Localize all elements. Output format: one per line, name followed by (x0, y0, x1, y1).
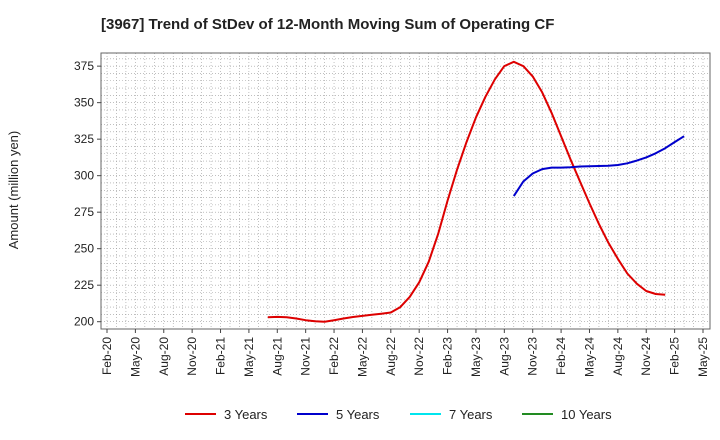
x-tick-label: May-20 (128, 337, 142, 377)
series-lines (267, 60, 685, 323)
legend: 3 Years 5 Years 7 Years 10 Years (185, 407, 612, 422)
x-tick-label: Aug-21 (270, 337, 284, 376)
x-axis-ticks: Feb-20 May-20 Aug-20 Nov-20 Feb-21 May-21 Aug-… (100, 329, 710, 377)
chart-title: [3967] Trend of StDev of 12-Month Moving… (101, 16, 554, 33)
x-tick-label: Nov-24 (639, 337, 653, 376)
x-tick-label: Aug-20 (157, 337, 171, 376)
legend-label: 7 Years (449, 407, 493, 422)
x-tick-label: May-23 (469, 337, 483, 377)
grid (101, 53, 710, 329)
plot-area-frame (100, 52, 711, 330)
legend-label: 10 Years (561, 407, 612, 422)
x-tick-label: Feb-22 (327, 337, 341, 375)
x-tick-label: Nov-21 (299, 337, 313, 376)
y-tick-label: 200 (74, 315, 94, 329)
x-tick-label: Nov-22 (412, 337, 426, 376)
y-axis-label: Amount (million yen) (6, 131, 21, 250)
x-tick-label: Feb-21 (214, 337, 228, 375)
x-tick-label: Feb-25 (668, 337, 682, 375)
x-tick-label: May-21 (242, 337, 256, 377)
legend-label: 5 Years (336, 407, 380, 422)
y-tick-label: 300 (74, 169, 94, 183)
legend-item: 3 Years (185, 407, 268, 422)
x-tick-label: May-24 (582, 337, 596, 377)
legend-item: 5 Years (297, 407, 380, 422)
x-tick-label: Nov-20 (185, 337, 199, 376)
y-tick-label: 225 (74, 278, 94, 292)
series-line-3-years (267, 60, 666, 323)
legend-item: 10 Years (522, 407, 612, 422)
x-tick-label: Aug-23 (497, 337, 511, 376)
legend-label: 3 Years (224, 407, 268, 422)
x-tick-label: Feb-23 (441, 337, 455, 375)
x-tick-label: Aug-24 (611, 337, 625, 376)
x-tick-label: Nov-23 (526, 337, 540, 376)
x-tick-label: Aug-22 (384, 337, 398, 376)
legend-item: 7 Years (410, 407, 493, 422)
x-tick-label: May-22 (355, 337, 369, 377)
y-tick-label: 250 (74, 242, 94, 256)
x-tick-label: Feb-20 (100, 337, 114, 375)
y-tick-label: 275 (74, 205, 94, 219)
x-tick-label: Feb-24 (554, 337, 568, 375)
x-tick-label: May-25 (696, 337, 710, 377)
y-tick-label: 350 (74, 96, 94, 110)
y-tick-label: 375 (74, 59, 94, 73)
series-line-5-years (512, 135, 685, 197)
y-tick-label: 325 (74, 132, 94, 146)
y-axis-ticks: 200 225 250 275 300 325 350 375 (74, 59, 101, 329)
